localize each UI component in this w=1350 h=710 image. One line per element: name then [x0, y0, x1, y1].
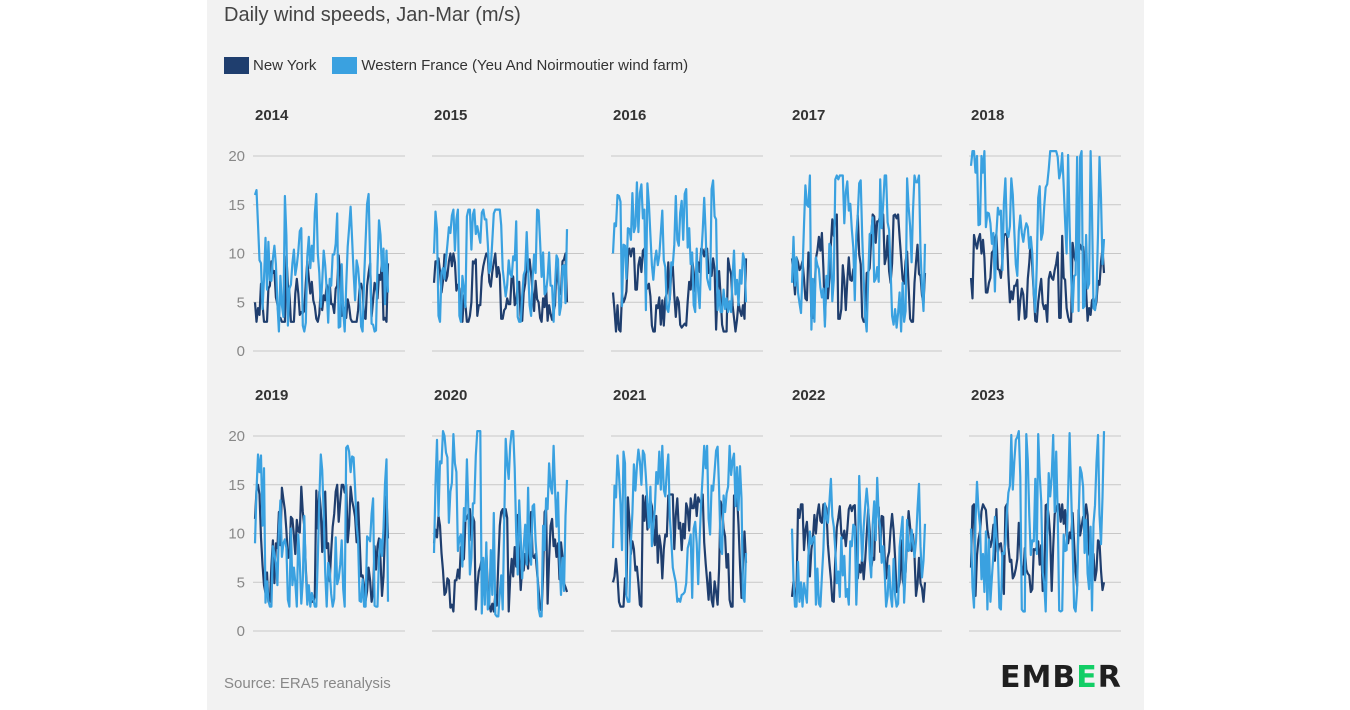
- panel-year-label: 2015: [434, 107, 467, 124]
- series-line-western-france: [432, 208, 569, 323]
- y-tick-label: 0: [237, 623, 245, 640]
- y-tick-label: 10: [228, 526, 245, 543]
- panel-year-label: 2022: [792, 387, 825, 404]
- panel-2022: 2022: [790, 387, 942, 632]
- y-tick-label: 20: [228, 428, 245, 445]
- logo-prefix: EMB: [1000, 660, 1077, 695]
- series-line-western-france: [611, 179, 748, 314]
- y-tick-label: 15: [228, 477, 245, 494]
- legend-label-new-york: New York: [253, 57, 317, 74]
- legend-label-western-france: Western France (Yeu And Noirmoutier wind…: [361, 57, 689, 74]
- source-note: Source: ERA5 reanalysis: [224, 675, 391, 692]
- panel-year-label: 2018: [971, 107, 1004, 124]
- panel-year-label: 2017: [792, 107, 825, 124]
- panel-2014: 2014 0 5 10 15 20: [228, 107, 405, 360]
- logo-mid: E: [1076, 660, 1098, 695]
- series-line-western-france: [790, 174, 927, 333]
- panel-2016: 2016: [611, 107, 763, 352]
- series-line-western-france: [969, 150, 1106, 314]
- panel-2021: 2021: [611, 387, 763, 632]
- panel-year-label: 2014: [255, 107, 289, 124]
- panel-2017: 2017: [790, 107, 942, 352]
- panel-2023: 2023: [969, 387, 1121, 632]
- logo-suffix: R: [1097, 660, 1122, 695]
- panel-year-label: 2023: [971, 387, 1004, 404]
- legend: New York Western France (Yeu And Noirmou…: [224, 57, 704, 74]
- y-tick-label: 5: [237, 574, 245, 591]
- panel-2020: 2020: [432, 387, 584, 632]
- y-tick-label: 5: [237, 294, 245, 311]
- series-line-new-york: [611, 247, 748, 333]
- legend-swatch-new-york: [224, 57, 249, 74]
- panel-2018: 2018: [969, 107, 1121, 352]
- chart-title: Daily wind speeds, Jan-Mar (m/s): [224, 4, 521, 26]
- panel-2015: 2015: [432, 107, 584, 352]
- series-line-western-france: [253, 444, 390, 608]
- series-line-western-france: [969, 430, 1106, 613]
- panel-2019: 2019 0 5 10 15 20: [228, 387, 405, 640]
- series-line-western-france: [611, 444, 748, 603]
- series-line-western-france: [432, 430, 569, 618]
- y-tick-label: 20: [228, 148, 245, 165]
- y-tick-label: 0: [237, 343, 245, 360]
- y-tick-label: 10: [228, 246, 245, 263]
- panel-year-label: 2021: [613, 387, 646, 404]
- series-line-new-york: [611, 493, 748, 608]
- panel-year-label: 2020: [434, 387, 467, 404]
- series-line-western-france: [790, 474, 927, 608]
- panel-year-label: 2016: [613, 107, 646, 124]
- legend-swatch-western-france: [332, 57, 358, 74]
- ember-logo: EMBER: [1000, 660, 1122, 695]
- series-line-western-france: [253, 189, 390, 333]
- y-tick-label: 15: [228, 197, 245, 214]
- series-line-new-york: [432, 252, 569, 323]
- panel-year-label: 2019: [255, 387, 288, 404]
